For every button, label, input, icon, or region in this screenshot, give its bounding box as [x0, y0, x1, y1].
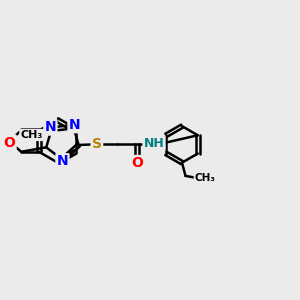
- Text: S: S: [92, 137, 102, 152]
- Text: O: O: [131, 156, 143, 170]
- Text: CH₃: CH₃: [195, 173, 216, 183]
- Text: NH: NH: [144, 137, 164, 150]
- Text: CH₃: CH₃: [20, 130, 43, 140]
- Text: N: N: [45, 120, 56, 134]
- Text: N: N: [69, 118, 80, 132]
- Text: O: O: [4, 136, 15, 150]
- Text: N: N: [57, 154, 68, 169]
